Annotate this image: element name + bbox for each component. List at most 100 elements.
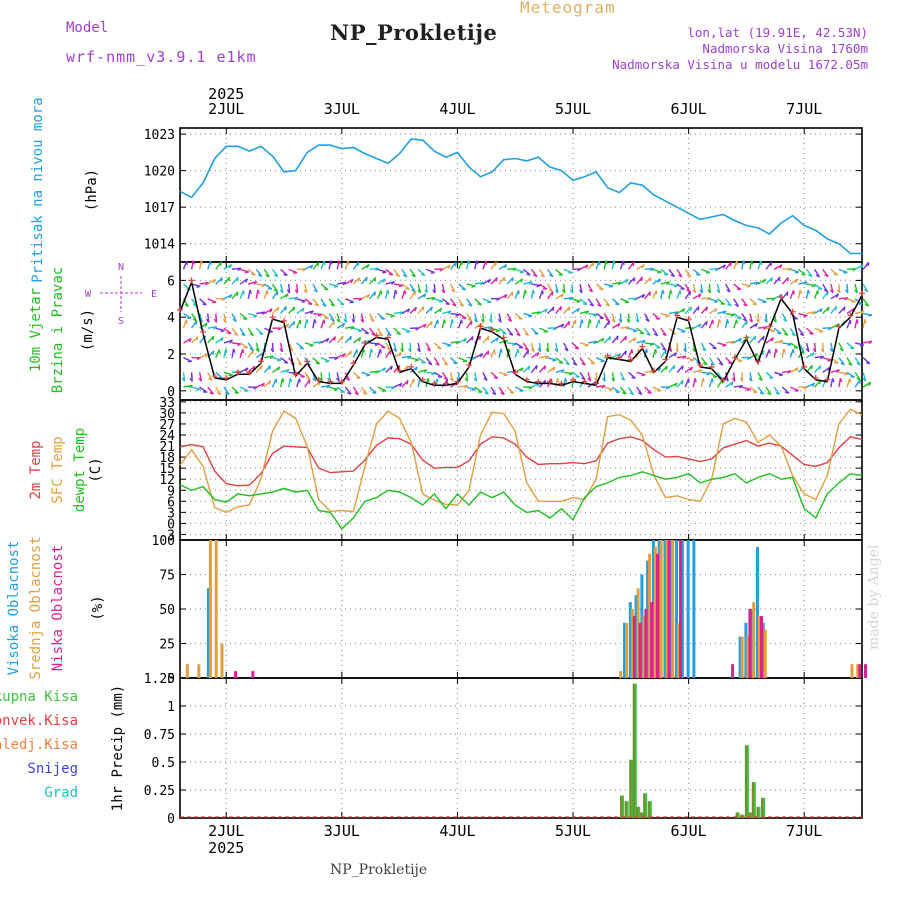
wind-arrow (425, 306, 433, 314)
wind-arrow (466, 298, 473, 307)
wind-arrow-head (417, 289, 422, 294)
wind-arrow (482, 335, 490, 344)
temp-unit: (C) (88, 457, 104, 482)
wind-arrow (628, 337, 637, 344)
conv-rain-bar (761, 797, 764, 818)
wind-arrow (376, 348, 382, 358)
wind-arrow-head (605, 303, 610, 307)
wind-arrow (441, 298, 450, 305)
wind-arrow (247, 289, 251, 299)
wind-arrow (231, 313, 237, 322)
wind-arrow (805, 289, 809, 299)
wind-arrow (344, 335, 352, 344)
wind-arrow-head (724, 377, 729, 382)
wind-arrow-head (371, 333, 376, 336)
wind-arrow (515, 268, 525, 273)
wind-arrow-head (694, 378, 697, 383)
wind-arrow-head (569, 289, 574, 294)
wind-arrow (628, 327, 638, 332)
credit-watermark: made by Angel (866, 544, 882, 651)
wind-arrow-head (734, 303, 739, 307)
wind-arrow-head (333, 336, 337, 341)
wind-arrow-head (706, 297, 711, 301)
wind-arrow (701, 371, 711, 375)
low-cloud-bar (679, 540, 683, 678)
mid-cloud-axis-title: Srednja Oblacnost (28, 536, 44, 679)
wind-arrow-head (598, 319, 601, 324)
wind-arrow (474, 281, 484, 285)
wind-arrow-head (414, 359, 419, 362)
wind-arrow (530, 364, 538, 373)
wind-arrow (554, 378, 559, 388)
wind-arrow-head (508, 348, 511, 353)
wind-arrow (700, 320, 708, 329)
wind-arrow-head (698, 323, 702, 328)
gust-marker (246, 369, 253, 376)
wind-arrow-head (736, 260, 739, 265)
wind-arrow-head (799, 333, 805, 337)
wind-arrow (684, 366, 693, 373)
tick-label: 33 (159, 396, 175, 411)
wind-arrow-head (532, 289, 535, 294)
high-cloud-bar (686, 540, 690, 678)
wind-arrow (701, 268, 711, 274)
gust-marker (385, 334, 392, 341)
wind-arrow-head (268, 365, 272, 370)
precip-legend-item: Konvek.Kisa (0, 713, 78, 729)
wind-arrow-head (792, 349, 795, 354)
wind-arrow-head (856, 377, 861, 381)
wind-arrow-head (484, 391, 489, 395)
wind-arrow-head (518, 317, 523, 320)
wind-arrow-head (536, 284, 541, 288)
wind-arrow (846, 342, 855, 350)
wind-arrow (271, 290, 279, 300)
wind-arrow (611, 313, 616, 323)
wind-arrow (264, 355, 274, 359)
wind-arrow (425, 268, 435, 274)
wind-arrow (789, 278, 799, 285)
pressure-line (179, 138, 862, 255)
wind-arrow (523, 312, 533, 317)
wind-arrow (401, 379, 409, 388)
wind-arrow (708, 378, 713, 388)
wind-arrow-head (569, 297, 574, 301)
wind-arrow-head (229, 339, 234, 344)
wind-arrow-head (366, 374, 371, 377)
gust-marker (200, 328, 207, 335)
wind-arrow-head (382, 367, 387, 372)
wind-arrow-head (753, 391, 758, 394)
high-cloud-bar (755, 546, 759, 678)
wind-arrow (215, 371, 224, 379)
wind-arrow (482, 372, 488, 381)
wind-arrow (724, 372, 729, 382)
wind-arrow-head (810, 365, 813, 370)
wind-arrow (822, 283, 829, 293)
wind-arrow (385, 349, 392, 359)
wind-arrow (441, 357, 449, 366)
wind-arrow-head (730, 314, 735, 317)
wind-arrow (401, 290, 406, 300)
wind-arrow-head (783, 348, 786, 353)
wind-arrow-head (662, 333, 667, 337)
wind-arrow (417, 378, 421, 388)
wind-arrow (247, 327, 255, 336)
wind-arrow-head (390, 365, 393, 371)
wind-arrow-head (568, 306, 571, 311)
gust-marker (188, 277, 195, 284)
wind-arrow (385, 289, 389, 299)
wind-arrow (198, 260, 202, 270)
wind-arrow-head (257, 289, 260, 294)
wind-arrow (320, 298, 327, 307)
wind-arrow (805, 342, 810, 352)
wind-arrow (531, 352, 540, 359)
wind-arrow (757, 335, 765, 344)
wind-arrow-head (803, 314, 808, 318)
wind-arrow (514, 367, 524, 374)
wind-arrow-head (856, 362, 861, 366)
wind-arrow (862, 357, 871, 365)
wind-arrow-head (775, 392, 780, 396)
wind-arrow (627, 261, 635, 270)
wind-arrow (207, 298, 217, 303)
wind-arrow-head (387, 347, 392, 351)
model-label: Model (66, 20, 109, 36)
